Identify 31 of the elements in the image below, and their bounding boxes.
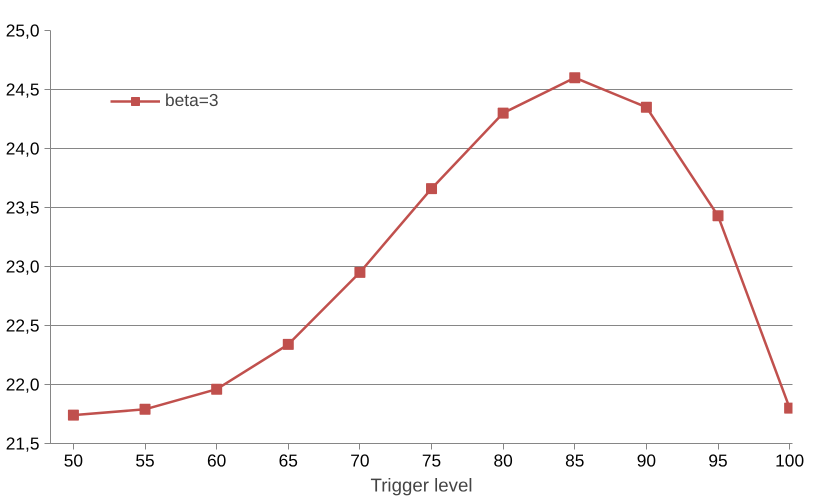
- y-tick-label: 24,0: [6, 138, 40, 158]
- y-tick-label: 22,5: [6, 316, 40, 336]
- x-tick-label: 95: [708, 450, 728, 470]
- x-axis-title: Trigger level: [370, 474, 472, 496]
- point: [354, 266, 366, 278]
- x-tick-label: 90: [636, 450, 656, 470]
- y-tick-label: 21,5: [6, 434, 40, 454]
- point: [68, 410, 79, 421]
- point: [426, 183, 438, 194]
- x-tick-label: 55: [135, 450, 155, 470]
- point: [712, 210, 724, 222]
- x-tick-label: 75: [422, 450, 442, 470]
- point: [498, 108, 509, 119]
- y-tick-label: 23,5: [6, 198, 40, 218]
- x-tick-label: 85: [565, 450, 584, 470]
- legend-label: beta=3: [165, 90, 218, 111]
- x-tick-label: 60: [207, 450, 226, 470]
- x-tick-label: 100: [775, 450, 804, 470]
- x-tick-label: 50: [64, 450, 84, 470]
- x-tick-label: 70: [350, 450, 370, 470]
- y-tick-label: 25,0: [6, 20, 40, 40]
- point: [140, 404, 151, 415]
- y-tick-label: 23,0: [6, 256, 40, 276]
- point: [569, 72, 580, 84]
- x-tick-label: 80: [494, 450, 513, 470]
- point: [211, 384, 222, 395]
- y-tick-label: 22,0: [6, 374, 40, 394]
- x-tick-label: 65: [278, 450, 298, 470]
- point: [640, 102, 652, 113]
- point: [282, 338, 294, 350]
- y-tick-label: 24,5: [6, 80, 40, 100]
